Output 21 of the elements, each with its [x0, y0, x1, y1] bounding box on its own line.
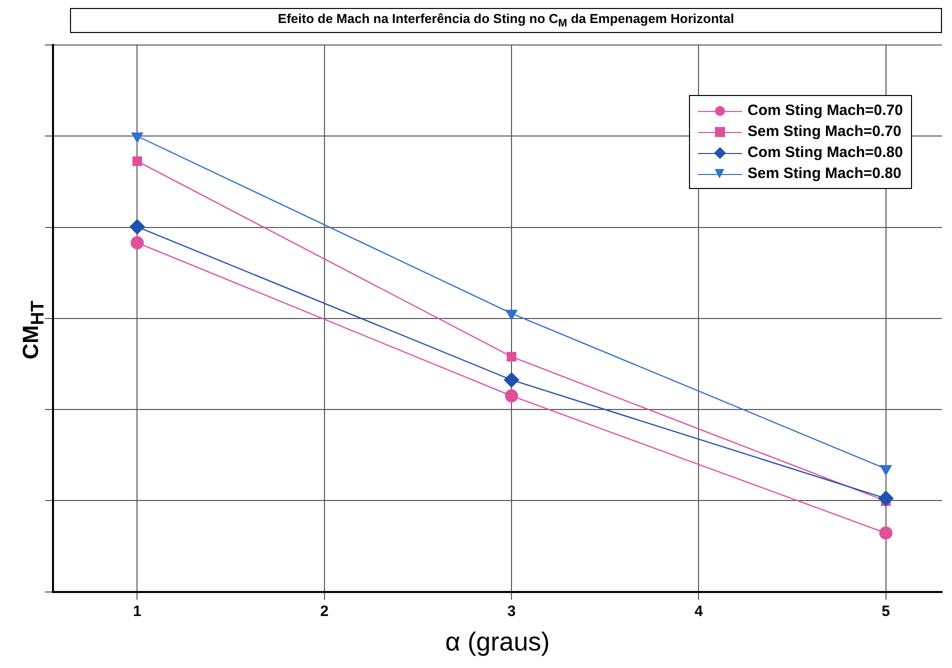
point: [131, 132, 144, 143]
point: [879, 526, 892, 540]
point: [506, 310, 518, 320]
chart-title: Efeito de Mach na Interferência do Sting no C$_{M}$ da Empenagem Horizontal: [70, 8, 942, 33]
x-tick-label: 3: [507, 602, 516, 620]
x-tick-label: 4: [694, 602, 704, 620]
point: [132, 156, 142, 166]
legend-label: Com Sting Mach=0.80: [748, 144, 903, 161]
x-tick-label: 1: [133, 602, 142, 620]
point: [504, 372, 520, 388]
x-tick-label: 2: [320, 602, 329, 620]
point: [130, 219, 145, 234]
legend-label: Sem Sting Mach=0.80: [748, 165, 902, 182]
x-tick-label: 5: [882, 602, 890, 620]
point: [506, 352, 516, 362]
point: [878, 490, 894, 506]
x-axis-title: α (graus): [445, 626, 550, 657]
legend-label: Com Sting Mach=0.70: [748, 102, 903, 119]
legend-label: Sem Sting Mach=0.70: [748, 123, 902, 140]
point: [504, 389, 518, 402]
point: [130, 236, 144, 250]
